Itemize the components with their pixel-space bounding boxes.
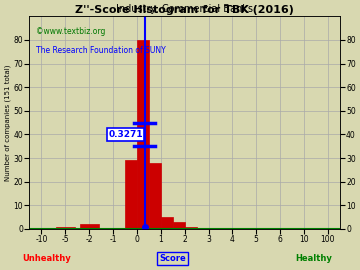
- Text: ©www.textbiz.org: ©www.textbiz.org: [36, 27, 105, 36]
- Text: Score: Score: [159, 254, 186, 263]
- Title: Z''-Score Histogram for TBK (2016): Z''-Score Histogram for TBK (2016): [75, 5, 294, 15]
- Bar: [137, 40, 149, 229]
- Text: Industry: Commercial Banks: Industry: Commercial Banks: [116, 4, 253, 14]
- Bar: [161, 217, 173, 229]
- Bar: [185, 227, 197, 229]
- Bar: [56, 227, 75, 229]
- Bar: [125, 160, 137, 229]
- Y-axis label: Number of companies (151 total): Number of companies (151 total): [4, 64, 11, 181]
- Text: Healthy: Healthy: [295, 254, 332, 263]
- Bar: [149, 163, 161, 229]
- Bar: [173, 222, 185, 229]
- Text: Unhealthy: Unhealthy: [22, 254, 71, 263]
- Bar: [80, 224, 99, 229]
- Text: 0.3271: 0.3271: [108, 130, 143, 139]
- Text: The Research Foundation of SUNY: The Research Foundation of SUNY: [36, 46, 165, 55]
